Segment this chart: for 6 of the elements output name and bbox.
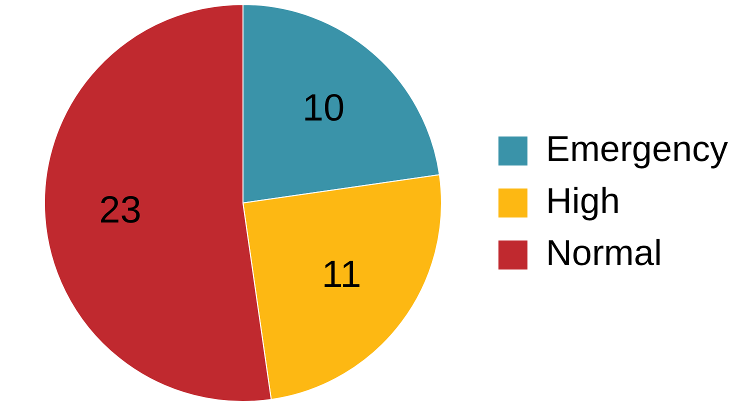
data-label: 11 (322, 254, 362, 296)
legend-label: High (546, 180, 620, 221)
legend-label: Normal (546, 232, 662, 273)
legend-label: Emergency (546, 128, 728, 169)
data-label: 10 (302, 87, 345, 130)
data-label: 23 (99, 189, 142, 232)
